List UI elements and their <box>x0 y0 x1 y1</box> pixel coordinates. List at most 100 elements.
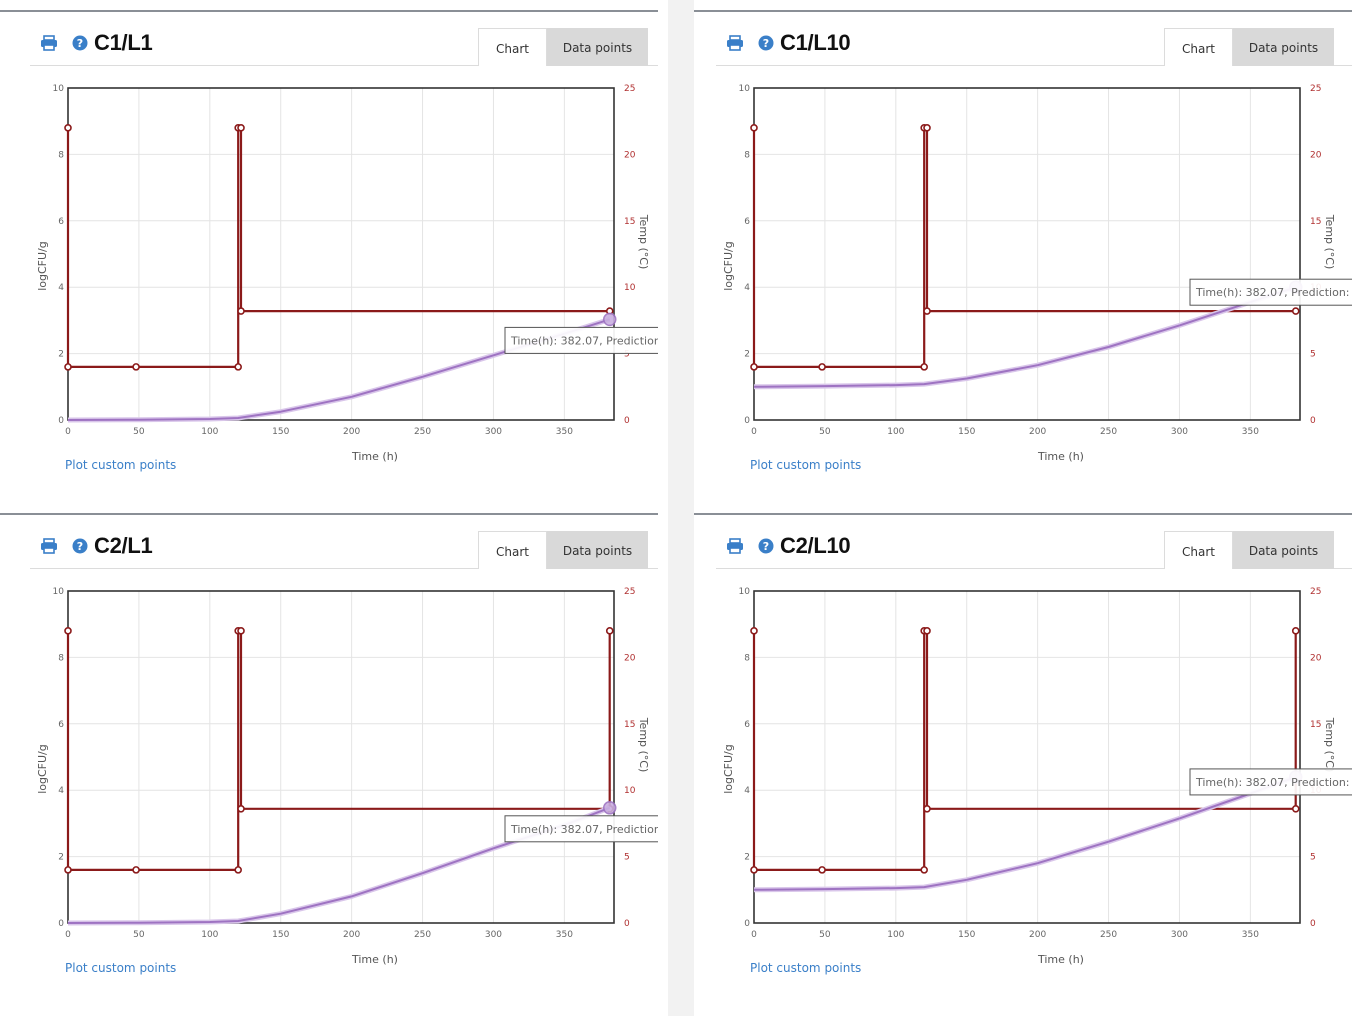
y-right-tick-label: 15 <box>1310 720 1321 730</box>
temperature-point[interactable] <box>750 866 758 874</box>
panel-title: C1/L1 <box>94 30 153 55</box>
temperature-point[interactable] <box>750 363 758 371</box>
plot-custom-points-link[interactable]: Plot custom points <box>750 961 862 975</box>
temperature-point[interactable] <box>920 866 928 874</box>
tab-data-points[interactable]: Data points <box>1233 28 1334 66</box>
plot-custom-points-link[interactable]: Plot custom points <box>750 458 862 472</box>
tooltip: Time(h): 382.07, Prediction: 3.47 <box>504 815 658 843</box>
tooltip-box <box>504 326 658 354</box>
help-icon[interactable]: ? <box>758 35 774 56</box>
x-tick-label: 50 <box>819 930 831 940</box>
y-right-tick-label: 15 <box>1310 217 1321 227</box>
y-right-tick-label: 5 <box>1310 853 1316 863</box>
y-right-tick-label: 25 <box>1310 84 1321 94</box>
panel-divider <box>0 513 658 515</box>
y-left-tick-label: 2 <box>58 350 64 360</box>
y-right-tick-label: 10 <box>624 283 636 293</box>
x-tick-label: 50 <box>133 930 145 940</box>
x-tick-label: 0 <box>65 930 71 940</box>
printer-icon[interactable] <box>726 538 744 559</box>
tooltip-box <box>1189 278 1352 306</box>
y-right-tick-label: 25 <box>624 84 635 94</box>
y-left-tick-label: 4 <box>58 786 64 796</box>
tab-chart[interactable]: Chart <box>1164 531 1233 569</box>
temperature-point[interactable] <box>818 363 826 371</box>
printer-icon[interactable] <box>726 35 744 56</box>
tooltip: Time(h): 382.07, Prediction: 3.03 <box>504 326 658 354</box>
temperature-point[interactable] <box>923 307 931 315</box>
plot-custom-points-link[interactable]: Plot custom points <box>65 961 177 975</box>
temperature-point[interactable] <box>234 866 242 874</box>
temperature-point[interactable] <box>64 124 72 132</box>
x-axis-title: Time (h) <box>351 450 398 463</box>
temperature-point[interactable] <box>923 627 931 635</box>
tab-chart[interactable]: Chart <box>1164 28 1233 66</box>
tooltip-text: Time(h): 382.07, Prediction: 4. <box>1195 776 1352 789</box>
temperature-point[interactable] <box>234 363 242 371</box>
temperature-point[interactable] <box>64 363 72 371</box>
y-left-tick-label: 10 <box>739 587 751 597</box>
temperature-point[interactable] <box>237 804 245 813</box>
x-tick-label: 150 <box>272 930 289 940</box>
prediction-hover-point[interactable] <box>602 801 617 815</box>
tooltip: Time(h): 382.07, Prediction: 4. <box>1189 768 1352 796</box>
temperature-point[interactable] <box>920 363 928 371</box>
x-tick-label: 100 <box>887 930 904 940</box>
y-left-tick-label: 2 <box>744 853 750 863</box>
help-icon[interactable]: ? <box>72 538 88 559</box>
temperature-point[interactable] <box>237 307 245 315</box>
help-icon[interactable]: ? <box>72 35 88 56</box>
temperature-point[interactable] <box>923 804 931 813</box>
plot-frame <box>67 87 615 421</box>
printer-icon[interactable] <box>40 538 58 559</box>
x-tick-label: 150 <box>958 427 975 437</box>
grid <box>68 591 614 923</box>
tab-data-points[interactable]: Data points <box>1233 531 1334 569</box>
tab-data-points[interactable]: Data points <box>547 28 648 66</box>
temperature-line <box>752 629 1297 871</box>
temperature-point[interactable] <box>818 866 826 874</box>
y-left-tick-label: 0 <box>744 416 750 426</box>
temperature-point[interactable] <box>1291 627 1300 635</box>
prediction-hover-point[interactable] <box>602 312 617 327</box>
printer-icon[interactable] <box>40 35 58 56</box>
panel-title: C1/L10 <box>780 30 851 55</box>
chart-svg: 05010015020025030035002468100510152025Ti… <box>722 84 1352 463</box>
temperature-point[interactable] <box>1291 307 1300 315</box>
x-tick-label: 350 <box>556 427 573 437</box>
temperature-point[interactable] <box>64 866 72 874</box>
tab-bar-rule <box>716 568 1352 569</box>
temperature-point[interactable] <box>923 124 931 132</box>
temperature-point[interactable] <box>750 124 758 132</box>
help-icon[interactable]: ? <box>758 538 774 559</box>
x-tick-label: 350 <box>556 930 573 940</box>
temperature-point[interactable] <box>1291 804 1300 813</box>
temperature-point[interactable] <box>132 363 140 371</box>
tab-chart[interactable]: Chart <box>478 28 547 66</box>
y-right-tick-label: 20 <box>1310 150 1322 160</box>
tab-bar-rule <box>30 65 658 66</box>
temperature-point[interactable] <box>605 627 614 635</box>
temperature-point[interactable] <box>237 124 245 132</box>
plot-custom-points-link[interactable]: Plot custom points <box>65 458 177 472</box>
y-right-tick-label: 5 <box>624 350 630 360</box>
y-left-tick-label: 0 <box>58 919 64 929</box>
x-tick-label: 350 <box>1242 930 1259 940</box>
y-left-tick-label: 6 <box>58 720 64 730</box>
temperature-point[interactable] <box>237 627 245 635</box>
temperature-point[interactable] <box>750 627 758 635</box>
x-tick-label: 0 <box>751 930 757 940</box>
x-tick-label: 200 <box>1029 930 1046 940</box>
plot-frame <box>67 590 615 924</box>
y-right-tick-label: 25 <box>624 587 635 597</box>
tab-bar-rule <box>716 65 1352 66</box>
temperature-point[interactable] <box>132 866 140 874</box>
tab-chart[interactable]: Chart <box>478 531 547 569</box>
temperature-point[interactable] <box>64 627 72 635</box>
y-right-tick-label: 5 <box>624 853 630 863</box>
y-left-tick-label: 6 <box>744 217 750 227</box>
y-right-axis-title: Temp (°C) <box>1323 717 1336 773</box>
tooltip: Time(h): 382.07, Prediction: 4. <box>1189 278 1352 306</box>
tab-data-points[interactable]: Data points <box>547 531 648 569</box>
